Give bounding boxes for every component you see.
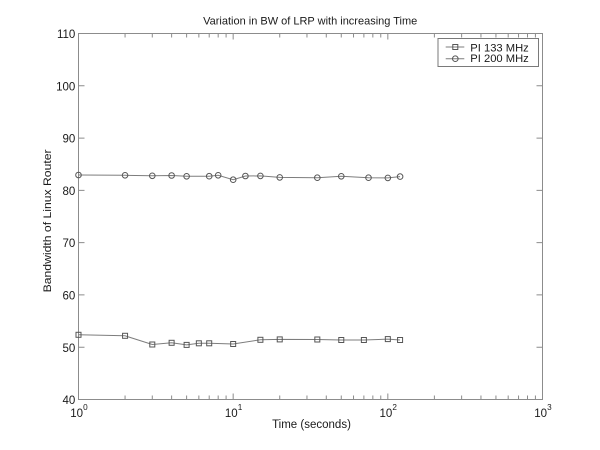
svg-text:100: 100	[56, 81, 75, 93]
svg-text:Time (seconds): Time (seconds)	[272, 419, 351, 431]
svg-text:Variation in BW of LRP with in: Variation in BW of LRP with increasing T…	[203, 15, 417, 27]
svg-text:10: 10	[70, 408, 83, 420]
svg-text:40: 40	[63, 395, 76, 407]
svg-text:PI 133 MHz: PI 133 MHz	[470, 42, 529, 54]
svg-text:1: 1	[238, 403, 243, 412]
svg-text:80: 80	[63, 186, 76, 198]
svg-text:3: 3	[547, 403, 552, 412]
svg-text:2: 2	[392, 403, 397, 412]
svg-text:10: 10	[225, 408, 238, 420]
svg-text:10: 10	[534, 408, 547, 420]
svg-text:PI 200 MHz: PI 200 MHz	[470, 53, 529, 65]
svg-text:70: 70	[63, 238, 76, 250]
svg-text:Bandwidth of Linux Router: Bandwidth of Linux Router	[42, 149, 54, 292]
svg-text:110: 110	[57, 29, 75, 41]
svg-text:10: 10	[380, 408, 393, 420]
svg-text:60: 60	[63, 291, 76, 303]
svg-text:50: 50	[63, 343, 76, 355]
svg-text:90: 90	[63, 134, 76, 146]
svg-text:0: 0	[83, 403, 88, 412]
